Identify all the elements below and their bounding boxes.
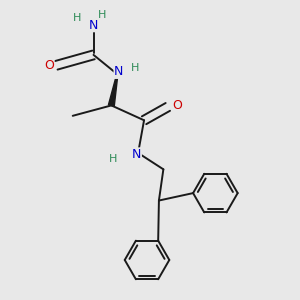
Text: N: N (89, 19, 98, 32)
Text: H: H (98, 10, 106, 20)
Text: O: O (44, 59, 54, 72)
Text: N: N (132, 148, 141, 161)
Text: H: H (73, 13, 81, 23)
Text: O: O (172, 99, 182, 112)
Text: N: N (114, 65, 124, 78)
Text: H: H (131, 63, 139, 73)
Polygon shape (108, 74, 118, 106)
Text: H: H (109, 154, 117, 164)
